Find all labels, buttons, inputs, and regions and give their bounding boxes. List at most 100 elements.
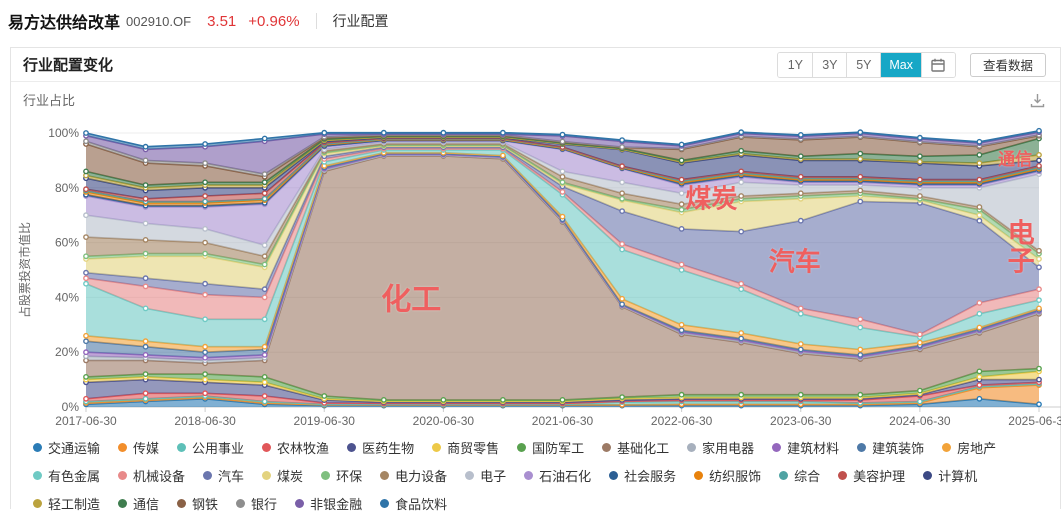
legend-item-电子[interactable]: 电子 (465, 466, 506, 485)
legend-label: 美容护理 (853, 469, 906, 484)
marker (1036, 365, 1042, 372)
marker (976, 152, 983, 158)
marker (976, 395, 983, 402)
chart-legend: 交通运输 传媒 公用事业 农林牧渔 医药生物 商贸零售 国防军工 基础化工 家用电器 建筑材料 建筑… (11, 434, 1060, 513)
stacked-area-chart[interactable]: 0% 20% 40% 60% 80% 100% 2017-06-30 2018-06-30 20… (11, 82, 1061, 434)
marker (499, 152, 506, 159)
marker (619, 208, 625, 215)
legend-item-非银金融[interactable]: 非银金融 (295, 494, 362, 513)
fund-change-percent: +0.96% (248, 12, 300, 30)
legend-item-煤炭[interactable]: 煤炭 (262, 466, 303, 485)
legend-dot (380, 499, 390, 508)
legend-label: 建筑装饰 (872, 441, 925, 456)
range-button-5y[interactable]: 5Y (846, 52, 881, 77)
legend-item-建筑装饰[interactable]: 建筑装饰 (857, 438, 924, 457)
range-button-1y[interactable]: 1Y (778, 52, 813, 77)
legend-label: 电子 (480, 469, 507, 484)
legend-item-医药生物[interactable]: 医药生物 (347, 438, 414, 457)
legend-item-公用事业[interactable]: 公用事业 (177, 438, 244, 457)
legend-item-有色金属[interactable]: 有色金属 (33, 466, 100, 485)
legend-dot (262, 443, 272, 452)
legend-dot (694, 471, 704, 480)
breadcrumb-industry-allocation[interactable]: 行业配置 (332, 13, 389, 29)
marker (499, 129, 506, 136)
legend-dot (432, 443, 442, 452)
legend-item-综合[interactable]: 综合 (779, 466, 820, 485)
legend-dot (857, 443, 867, 452)
marker (202, 390, 209, 397)
marker (1036, 157, 1042, 164)
marker (559, 138, 566, 145)
series-markers (83, 127, 1042, 409)
legend-item-通信[interactable]: 通信 (118, 494, 159, 513)
marker (202, 250, 209, 257)
marker (83, 349, 89, 356)
legend-item-建筑材料[interactable]: 建筑材料 (772, 438, 839, 457)
calendar-button[interactable] (920, 52, 955, 77)
legend-item-农林牧渔[interactable]: 农林牧渔 (262, 438, 329, 457)
legend-item-国防军工[interactable]: 国防军工 (517, 438, 584, 457)
marker (261, 351, 268, 358)
marker (976, 160, 983, 167)
legend-item-基础化工[interactable]: 基础化工 (602, 438, 669, 457)
legend-item-家用电器[interactable]: 家用电器 (687, 438, 754, 457)
legend-item-电力设备[interactable]: 电力设备 (380, 466, 447, 485)
marker (142, 390, 149, 397)
legend-item-纺织服饰[interactable]: 纺织服饰 (694, 466, 761, 485)
legend-item-石油石化[interactable]: 石油石化 (524, 466, 591, 485)
legend-label: 计算机 (938, 469, 978, 484)
marker (321, 393, 328, 399)
legend-item-计算机[interactable]: 计算机 (923, 466, 977, 485)
legend-item-银行[interactable]: 银行 (236, 494, 277, 513)
legend-item-轻工制造[interactable]: 轻工制造 (33, 494, 100, 513)
legend-label: 商贸零售 (447, 441, 500, 456)
legend-item-传媒[interactable]: 传媒 (118, 438, 159, 457)
marker (917, 193, 923, 199)
legend-label: 建筑材料 (787, 441, 840, 456)
marker (1036, 152, 1042, 158)
legend-item-钢铁[interactable]: 钢铁 (177, 494, 218, 513)
marker (83, 168, 89, 175)
marker (261, 393, 268, 399)
legend-item-环保[interactable]: 环保 (321, 466, 362, 485)
marker (440, 129, 447, 136)
marker (83, 269, 89, 276)
legend-dot (687, 443, 697, 452)
view-data-button[interactable]: 查看数据 (969, 52, 1046, 77)
legend-item-社会服务[interactable]: 社会服务 (609, 466, 676, 485)
x-tick-label: 2024-06-30 (889, 414, 951, 428)
marker (738, 335, 745, 342)
marker (261, 343, 268, 350)
marker (83, 275, 89, 282)
marker (1036, 264, 1042, 271)
y-tick-label: 40% (55, 290, 79, 304)
legend-item-交通运输[interactable]: 交通运输 (33, 438, 100, 457)
download-icon[interactable] (1029, 92, 1046, 114)
marker (619, 179, 625, 186)
legend-label: 食品饮料 (395, 497, 448, 512)
legend-item-机械设备[interactable]: 机械设备 (118, 466, 185, 485)
legend-item-美容护理[interactable]: 美容护理 (838, 466, 905, 485)
x-tick-label: 2021-06-30 (532, 414, 594, 428)
legend-dot (33, 499, 42, 508)
legend-item-食品饮料[interactable]: 食品饮料 (380, 494, 447, 513)
marker (738, 391, 745, 398)
marker (261, 398, 268, 405)
marker (917, 339, 923, 346)
legend-item-汽车[interactable]: 汽车 (203, 466, 244, 485)
marker (976, 299, 983, 306)
marker (976, 176, 983, 183)
marker (857, 316, 864, 323)
range-button-max[interactable]: Max (880, 52, 921, 77)
marker (1036, 305, 1042, 312)
marker (261, 379, 268, 386)
marker (619, 137, 625, 143)
marker (619, 241, 625, 247)
y-tick-label: 100% (48, 126, 79, 140)
legend-label: 基础化工 (617, 441, 670, 456)
range-button-3y[interactable]: 3Y (812, 52, 847, 77)
marker (142, 338, 149, 345)
legend-item-商贸零售[interactable]: 商贸零售 (432, 438, 499, 457)
legend-label: 非银金融 (310, 497, 363, 512)
legend-item-房地产[interactable]: 房地产 (942, 438, 996, 457)
